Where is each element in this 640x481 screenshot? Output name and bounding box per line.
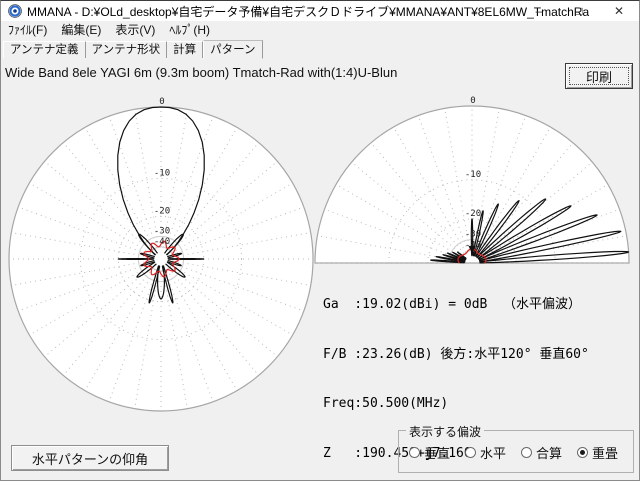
- minimize-icon[interactable]: –: [535, 4, 543, 18]
- svg-text:-20: -20: [154, 206, 170, 216]
- svg-text:-40: -40: [154, 237, 170, 247]
- menu-bar: ﾌｧｲﾙ(F) 編集(E) 表示(V) ﾍﾙﾌﾟ(H): [1, 21, 639, 39]
- polarization-legend: 表示する偏波: [406, 423, 485, 440]
- horizontal-pattern-chart: 0 -10 -20 -30-40: [8, 97, 314, 412]
- close-icon[interactable]: ✕: [613, 4, 625, 18]
- menu-edit[interactable]: 編集(E): [61, 23, 102, 37]
- radio-vertical-icon: [409, 447, 420, 458]
- tab-calculation[interactable]: 計算: [167, 41, 204, 58]
- polarization-group: 表示する偏波 垂直 水平 合算 重畳: [398, 423, 634, 473]
- tab-bar: アンテナ定義 アンテナ形状 計算 パターン: [1, 39, 639, 59]
- radio-overlay-label: 重畳: [592, 446, 619, 461]
- svg-text:-30: -30: [154, 226, 170, 236]
- tab-pattern[interactable]: パターン: [203, 40, 263, 59]
- vertical-pattern-chart: 0 -10 -20 -30-40: [314, 96, 630, 264]
- radio-overlay[interactable]: 重畳: [577, 443, 618, 462]
- result-front-back: F/B :23.26(dB) 後方:水平120° 垂直60°: [323, 346, 589, 362]
- calculation-results: Ga :19.02(dBi) = 0dB （水平偏波） F/B :23.26(d…: [323, 264, 589, 480]
- svg-text:0: 0: [159, 97, 164, 107]
- result-gain: Ga :19.02(dBi) = 0dB （水平偏波）: [323, 297, 582, 312]
- window-title: MMANA - D:¥OLd_desktop¥自宅データ予備¥自宅デスクＤドライ…: [27, 4, 590, 19]
- print-button[interactable]: 印刷: [565, 63, 633, 89]
- polarization-options: 垂直 水平 合算 重畳: [409, 443, 618, 462]
- pattern-panel: Wide Band 8ele YAGI 6m (9.3m boom) Tmatc…: [1, 58, 639, 480]
- radio-horizontal[interactable]: 水平: [465, 443, 506, 462]
- radio-horizontal-label: 水平: [480, 446, 507, 461]
- menu-help[interactable]: ﾍﾙﾌﾟ(H): [169, 23, 210, 37]
- print-button-label: 印刷: [569, 67, 629, 85]
- antenna-description: Wide Band 8ele YAGI 6m (9.3m boom) Tmatc…: [5, 65, 398, 80]
- menu-view[interactable]: 表示(V): [115, 23, 156, 37]
- svg-text:-10: -10: [154, 168, 170, 178]
- menu-file[interactable]: ﾌｧｲﾙ(F): [8, 23, 48, 37]
- radio-vertical-label: 垂直: [424, 446, 451, 461]
- tab-antenna-definition[interactable]: アンテナ定義: [3, 41, 86, 58]
- svg-text:-30: -30: [465, 230, 481, 240]
- radio-horizontal-icon: [465, 447, 477, 458]
- radio-total-icon: [521, 447, 533, 458]
- radio-overlay-icon: [577, 447, 589, 458]
- svg-text:0: 0: [470, 96, 475, 106]
- app-icon: [8, 4, 22, 18]
- svg-text:-40: -40: [465, 241, 481, 251]
- window-controls: – □ ✕: [519, 1, 639, 21]
- horizontal-pattern-elevation-button[interactable]: 水平パターンの仰角: [11, 445, 169, 471]
- result-frequency: Freq:50.500(MHz): [323, 396, 449, 411]
- radio-total[interactable]: 合算: [521, 443, 562, 462]
- elevation-button-label: 水平パターンの仰角: [31, 451, 149, 467]
- title-bar: MMANA - D:¥OLd_desktop¥自宅データ予備¥自宅デスクＤドライ…: [1, 1, 639, 21]
- radio-total-label: 合算: [536, 446, 563, 461]
- svg-text:-10: -10: [465, 170, 481, 180]
- maximize-icon[interactable]: □: [575, 4, 583, 18]
- tab-antenna-shape[interactable]: アンテナ形状: [85, 41, 168, 58]
- svg-text:-20: -20: [465, 209, 481, 219]
- radio-vertical[interactable]: 垂直: [409, 443, 450, 462]
